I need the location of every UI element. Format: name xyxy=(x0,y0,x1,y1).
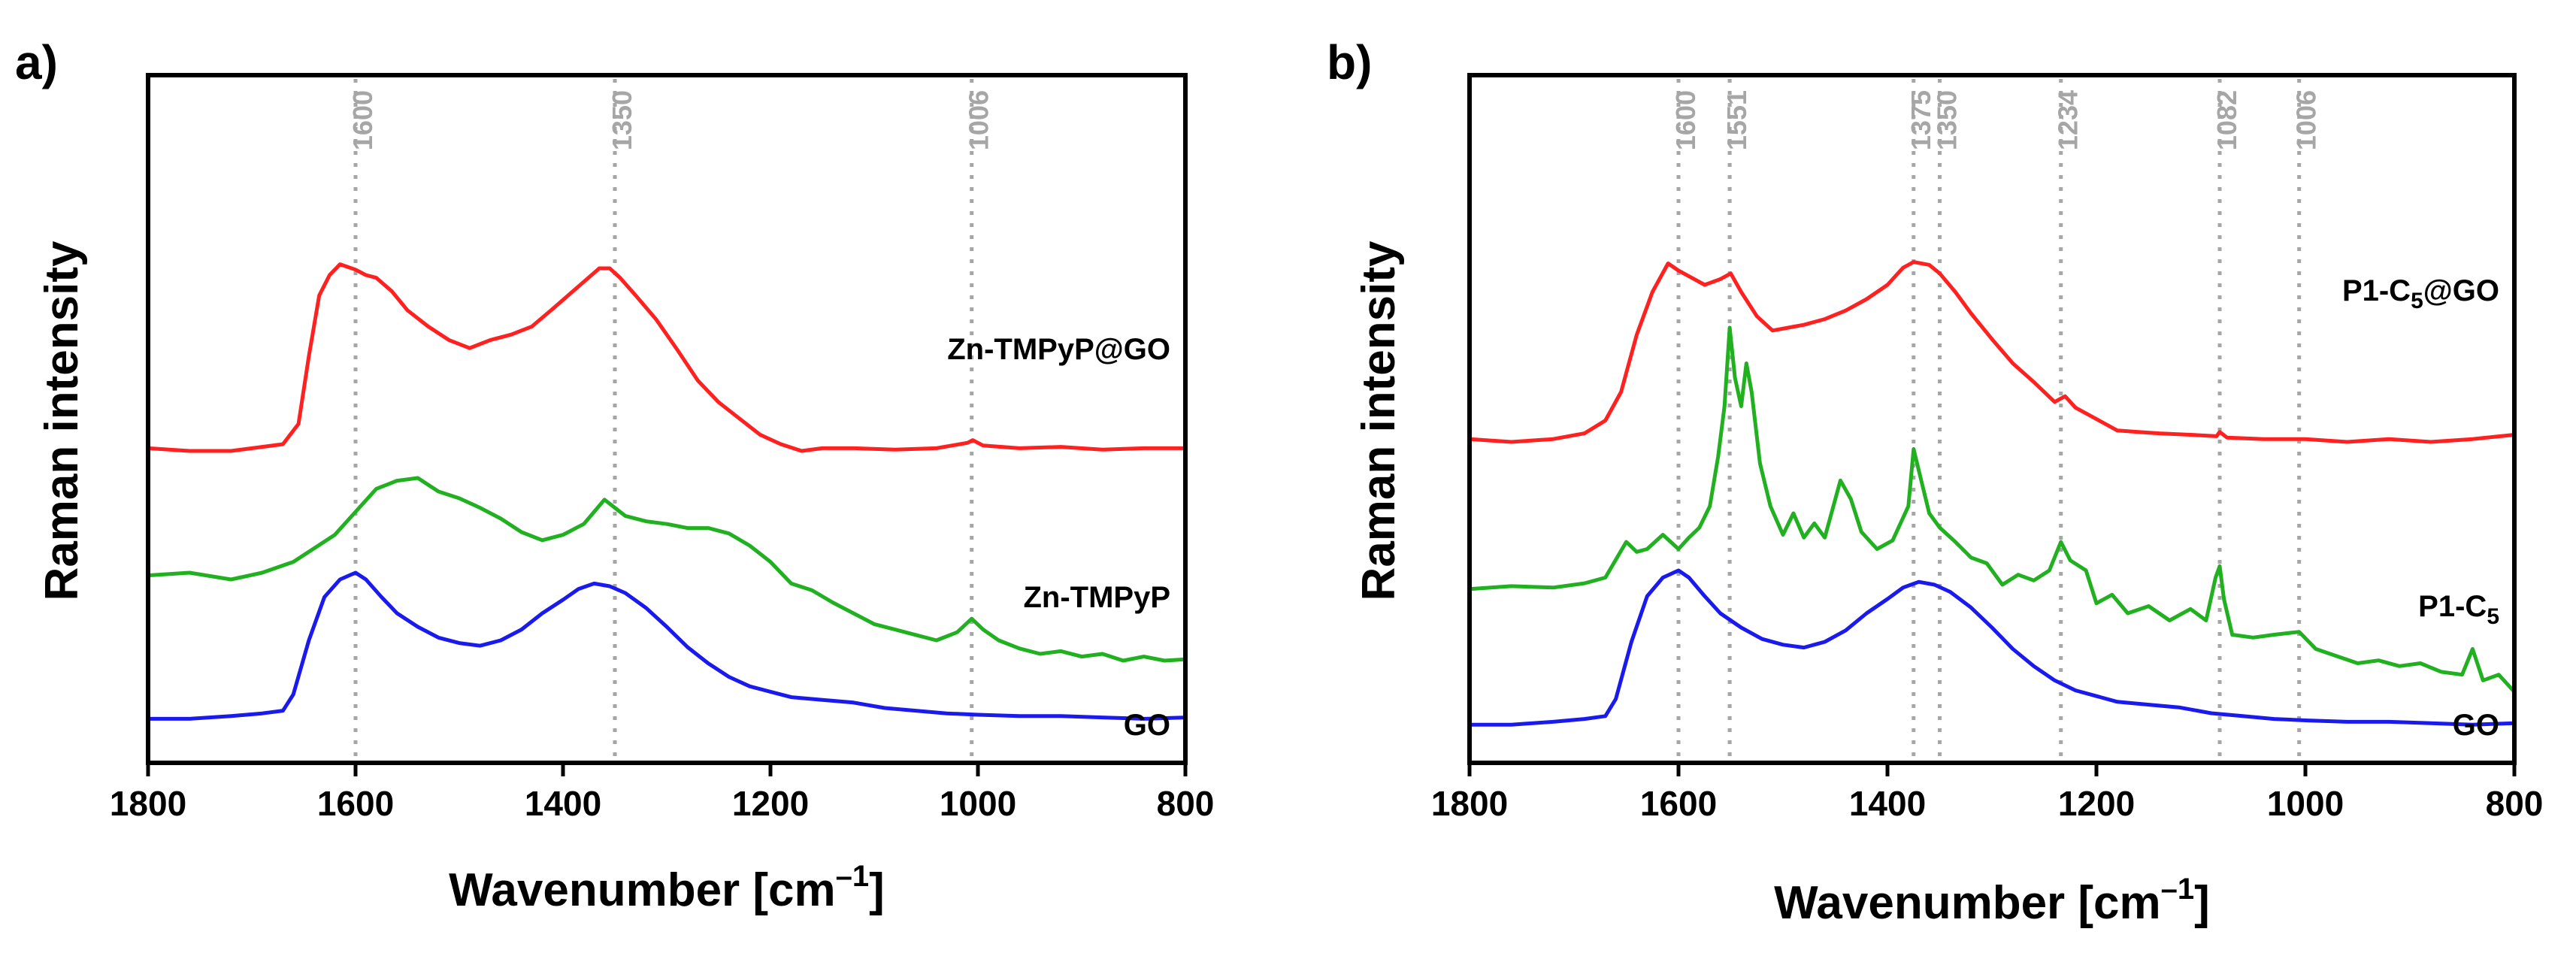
panel-a: a) Raman intensity 1800 1600 1400 1200 1000 8… xyxy=(15,35,1214,916)
peak-label-1006: 1006 xyxy=(2291,90,2322,150)
panel-b-xlabel-main: Wavenumber [cm xyxy=(1774,877,2161,929)
label-zn-tmpyp: Zn-TMPyP xyxy=(1023,581,1170,614)
panel-a-y-axis-label: Raman intensity xyxy=(36,241,88,601)
label-p1-c5-sub: 5 xyxy=(2487,604,2499,629)
panel-b-y-axis-label: Raman intensity xyxy=(1353,241,1405,601)
x-tick-label-1200: 1200 xyxy=(732,784,809,823)
x-tick-label-1600: 1600 xyxy=(1640,784,1717,823)
x-tick-label-1400: 1400 xyxy=(525,784,601,823)
x-tick-label-1400: 1400 xyxy=(1849,784,1926,823)
peak-label-1082: 1082 xyxy=(2211,90,2242,150)
label-p1-c5-main: P1-C xyxy=(2418,590,2487,623)
panel-a-peak-labels: 1600 1350 1006 xyxy=(347,90,994,150)
panel-b-xlabel-sup: –1 xyxy=(2161,873,2195,906)
x-tick-label-1800: 1800 xyxy=(1431,784,1508,823)
series-line-2 xyxy=(1470,568,2515,727)
panel-b-xlabel-close: ] xyxy=(2194,877,2210,929)
peak-label-1551: 1551 xyxy=(1721,90,1752,150)
x-tick-label-1800: 1800 xyxy=(110,784,186,823)
label-zn-tmpyp-go: Zn-TMPyP@GO xyxy=(947,333,1170,366)
series-line-0 xyxy=(1469,260,2515,444)
panel-a-xlabel-main: Wavenumber [cm xyxy=(449,864,836,916)
peak-label-1375: 1375 xyxy=(1906,90,1936,150)
x-tick-label-1000: 1000 xyxy=(940,784,1016,823)
peak-label-1350: 1350 xyxy=(1932,90,1963,150)
panel-a-plot-frame xyxy=(146,73,1188,765)
panel-a-xlabel-sup: –1 xyxy=(836,860,870,893)
series-line-2 xyxy=(148,570,1186,721)
label-go-b: GO xyxy=(2453,709,2499,742)
panel-b-series xyxy=(1469,260,2516,727)
peak-label-1234: 1234 xyxy=(2053,90,2084,150)
label-go-a: GO xyxy=(1124,709,1170,742)
label-p1-c5: P1-C5 xyxy=(2418,590,2499,629)
x-tick-label-1600: 1600 xyxy=(317,784,394,823)
series-line-1 xyxy=(1469,325,2516,694)
panel-b-plot-frame xyxy=(1467,73,2517,765)
panel-b-peak-lines xyxy=(1676,79,2302,759)
x-tick-label-800: 800 xyxy=(1157,784,1215,823)
peak-label-1350: 1350 xyxy=(607,90,637,150)
x-tick-label-800: 800 xyxy=(2486,784,2544,823)
label-p1-c5-go-sub: 5 xyxy=(2411,289,2423,313)
panel-a-xlabel-close: ] xyxy=(869,864,885,916)
series-line-1 xyxy=(147,476,1186,663)
peak-label-1600: 1600 xyxy=(347,90,378,150)
panel-a-x-axis-label: Wavenumber [cm–1] xyxy=(449,860,885,916)
label-p1-c5-go: P1-C5@GO xyxy=(2342,274,2499,313)
panel-b: b) Raman intensity 1800 1600 1400 1200 1000 8… xyxy=(1327,35,2543,929)
panel-b-x-ticks: 1800 1600 1400 1200 1000 800 xyxy=(1431,763,2544,823)
panel-a-series xyxy=(147,262,1186,721)
peak-label-1600: 1600 xyxy=(1670,90,1701,150)
label-p1-c5-go-main: P1-C xyxy=(2342,274,2411,307)
panel-a-letter: a) xyxy=(15,35,58,89)
x-tick-label-1200: 1200 xyxy=(2058,784,2135,823)
panel-b-letter: b) xyxy=(1327,35,1372,89)
label-p1-c5-go-suffix: @GO xyxy=(2423,274,2499,307)
x-tick-label-1000: 1000 xyxy=(2267,784,2344,823)
series-line-0 xyxy=(147,262,1185,453)
panel-a-x-ticks: 1800 1600 1400 1200 1000 800 xyxy=(110,763,1215,823)
panel-b-x-axis-label: Wavenumber [cm–1] xyxy=(1774,873,2210,929)
peak-label-1006: 1006 xyxy=(964,90,994,150)
panel-a-peak-lines xyxy=(353,79,974,759)
